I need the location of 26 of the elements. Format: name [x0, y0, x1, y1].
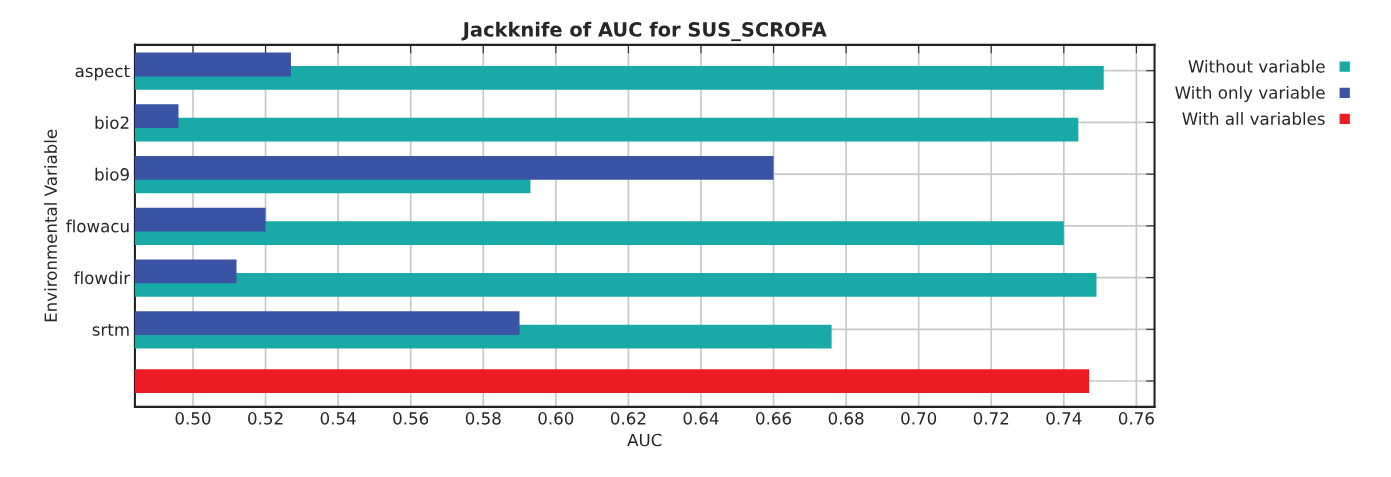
x-tick-label: 0.68	[828, 412, 864, 425]
x-tick-label: 0.54	[320, 412, 356, 425]
legend-label: With all variables	[1182, 112, 1325, 125]
x-axis-title: AUC	[627, 433, 662, 447]
y-tick-label: bio9	[95, 167, 129, 181]
x-tick-label: 0.72	[973, 412, 1009, 425]
x-tick-label: 0.66	[756, 412, 792, 425]
x-tick-label: 0.50	[175, 412, 211, 425]
y-tick-label: aspect	[75, 65, 130, 81]
y-tick-label: srtm	[92, 323, 129, 336]
y-tick-label: flowacu	[66, 219, 129, 233]
legend-label: Without variable	[1188, 59, 1325, 73]
y-tick-label: bio2	[95, 116, 129, 129]
x-tick-label: 0.70	[901, 412, 937, 425]
legend-label: With only variable	[1175, 85, 1325, 103]
x-tick-label: 0.52	[248, 412, 283, 425]
x-tick-label: 0.76	[1118, 412, 1154, 425]
y-axis-title: Environmental Variable	[44, 129, 58, 322]
x-tick-label: 0.64	[683, 412, 719, 425]
y-tick-label: flowdir	[74, 271, 131, 285]
x-tick-label: 0.62	[610, 412, 646, 425]
x-tick-label: 0.60	[538, 412, 574, 425]
x-tick-label: 0.58	[465, 412, 501, 425]
chart-title: Jackknife of AUC for SUS_SCROFA	[461, 21, 827, 42]
x-tick-label: 0.74	[1046, 412, 1082, 425]
x-tick-label: 0.56	[393, 412, 429, 425]
